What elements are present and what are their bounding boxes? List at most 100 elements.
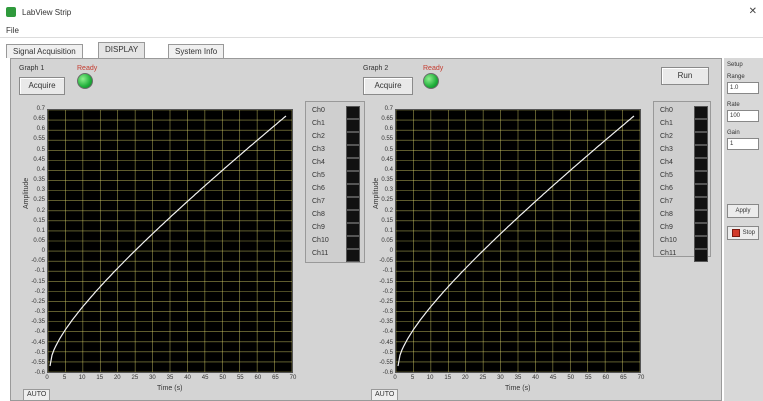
gain-field[interactable]: 1 xyxy=(727,138,759,150)
channel-color-toggle[interactable] xyxy=(346,210,360,223)
channel-row: Ch5 xyxy=(312,171,360,184)
left-acquire-button[interactable]: Acquire xyxy=(19,77,65,95)
y-tick-label: -0.35 xyxy=(379,319,393,326)
channel-color-toggle[interactable] xyxy=(346,236,360,249)
right-scale-tab[interactable]: AUTO xyxy=(371,389,399,401)
right-status-led-icon xyxy=(423,73,439,89)
x-tick-label: 40 xyxy=(532,375,539,381)
channel-row: Ch3 xyxy=(312,145,360,158)
channel-color-toggle[interactable] xyxy=(694,236,708,249)
right-status-text: Ready xyxy=(423,65,444,72)
channel-color-toggle[interactable] xyxy=(346,106,360,119)
channel-color-toggle[interactable] xyxy=(694,158,708,171)
channel-color-toggle[interactable] xyxy=(694,132,708,145)
channel-label: Ch2 xyxy=(312,133,325,140)
tab-signal-acquisition[interactable]: Signal Acquisition xyxy=(6,44,83,58)
y-tick-label: -0.4 xyxy=(34,329,45,336)
y-tick-label: -0.3 xyxy=(382,309,393,316)
right-acquire-button[interactable]: Acquire xyxy=(363,77,413,95)
y-tick-label: -0.2 xyxy=(34,288,45,295)
left-chart xyxy=(48,110,292,372)
title-bar: LabView Strip ✕ xyxy=(0,0,763,24)
rate-field[interactable]: 100 xyxy=(727,110,759,122)
channel-label: Ch11 xyxy=(312,250,329,257)
channel-color-toggle[interactable] xyxy=(346,132,360,145)
channel-color-toggle[interactable] xyxy=(694,106,708,119)
left-plot-area xyxy=(47,109,293,373)
channel-color-toggle[interactable] xyxy=(346,249,360,262)
y-tick-label: 0.4 xyxy=(384,166,393,173)
y-tick-label: -0.35 xyxy=(31,319,45,326)
channel-color-toggle[interactable] xyxy=(346,145,360,158)
y-tick-label: 0.45 xyxy=(381,156,393,163)
channel-color-toggle[interactable] xyxy=(346,223,360,236)
y-tick-label: 0.05 xyxy=(381,238,393,244)
channel-label: Ch11 xyxy=(660,250,677,257)
channel-color-toggle[interactable] xyxy=(346,184,360,197)
menu-file[interactable]: File xyxy=(6,26,19,35)
left-channel-panel: Ch0 Ch1 Ch2 Ch3 Ch4 Ch5 Ch6 Ch7 Ch8 Ch9 Ch10 Ch11 xyxy=(305,101,365,263)
y-tick-label: -0.25 xyxy=(31,298,45,305)
tab-display[interactable]: DISPLAY xyxy=(98,42,146,58)
channel-color-toggle[interactable] xyxy=(346,197,360,210)
y-tick-label: -0.15 xyxy=(31,278,45,285)
channel-label: Ch3 xyxy=(312,146,325,153)
channel-color-toggle[interactable] xyxy=(694,210,708,223)
channel-row: Ch0 xyxy=(312,106,360,119)
channel-color-toggle[interactable] xyxy=(346,171,360,184)
channel-label: Ch5 xyxy=(312,172,325,179)
channel-label: Ch6 xyxy=(660,185,673,192)
channel-color-toggle[interactable] xyxy=(346,158,360,171)
channel-row: Ch5 xyxy=(660,171,708,184)
channel-color-toggle[interactable] xyxy=(346,119,360,132)
y-tick-label: 0.4 xyxy=(36,166,45,173)
channel-row: Ch8 xyxy=(312,210,360,223)
y-tick-label: 0.05 xyxy=(33,238,45,244)
x-tick-label: 40 xyxy=(184,375,191,381)
right-graph-title: Graph 2 xyxy=(363,65,389,72)
channel-color-toggle[interactable] xyxy=(694,145,708,158)
channel-row: Ch9 xyxy=(312,223,360,236)
y-tick-label: 0 xyxy=(41,248,45,255)
y-tick-label: -0.5 xyxy=(382,349,393,356)
channel-row: Ch10 xyxy=(312,236,360,249)
channel-row: Ch2 xyxy=(312,132,360,145)
channel-label: Ch10 xyxy=(312,237,329,244)
y-tick-label: 0.3 xyxy=(384,187,393,194)
x-tick-label: 45 xyxy=(201,375,209,381)
left-x-axis-label: Time (s) xyxy=(157,385,183,392)
left-scale-tab[interactable]: AUTO xyxy=(23,389,51,401)
channel-label: Ch8 xyxy=(660,211,673,218)
main-panel: Graph 1 Ready Acquire 0.7 0.65 0.6 0.55 0.5 0… xyxy=(10,58,722,401)
x-tick-label: 20 xyxy=(461,375,469,381)
left-y-axis-label: Amplitude xyxy=(23,177,30,209)
channel-label: Ch6 xyxy=(312,185,325,192)
channel-color-toggle[interactable] xyxy=(694,197,708,210)
channel-label: Ch7 xyxy=(660,198,673,205)
channel-color-toggle[interactable] xyxy=(694,119,708,132)
x-tick-label: 25 xyxy=(479,375,487,381)
x-tick-label: 55 xyxy=(584,375,592,381)
channel-row: Ch6 xyxy=(660,184,708,197)
apply-button[interactable]: Apply xyxy=(727,204,759,218)
y-tick-label: 0.5 xyxy=(36,146,45,153)
close-icon[interactable]: ✕ xyxy=(748,6,757,17)
channel-color-toggle[interactable] xyxy=(694,171,708,184)
channel-color-toggle[interactable] xyxy=(694,249,708,262)
y-tick-label: 0.35 xyxy=(381,177,393,184)
channel-label: Ch0 xyxy=(312,107,325,114)
x-tick-label: 60 xyxy=(602,375,610,381)
y-tick-label: -0.1 xyxy=(34,268,45,275)
run-button[interactable]: Run xyxy=(661,67,709,85)
y-tick-label: -0.15 xyxy=(379,278,393,285)
tab-system-info[interactable]: System Info xyxy=(168,44,225,58)
y-tick-label: -0.5 xyxy=(34,349,45,356)
stop-button[interactable]: Stop xyxy=(727,226,759,240)
side-setup-label: Setup xyxy=(727,62,743,68)
channel-row: Ch6 xyxy=(312,184,360,197)
channel-color-toggle[interactable] xyxy=(694,223,708,236)
side-rate-label: Rate xyxy=(727,102,740,108)
channel-color-toggle[interactable] xyxy=(694,184,708,197)
range-field[interactable]: 1.0 xyxy=(727,82,759,94)
y-tick-label: 0.55 xyxy=(33,136,45,143)
